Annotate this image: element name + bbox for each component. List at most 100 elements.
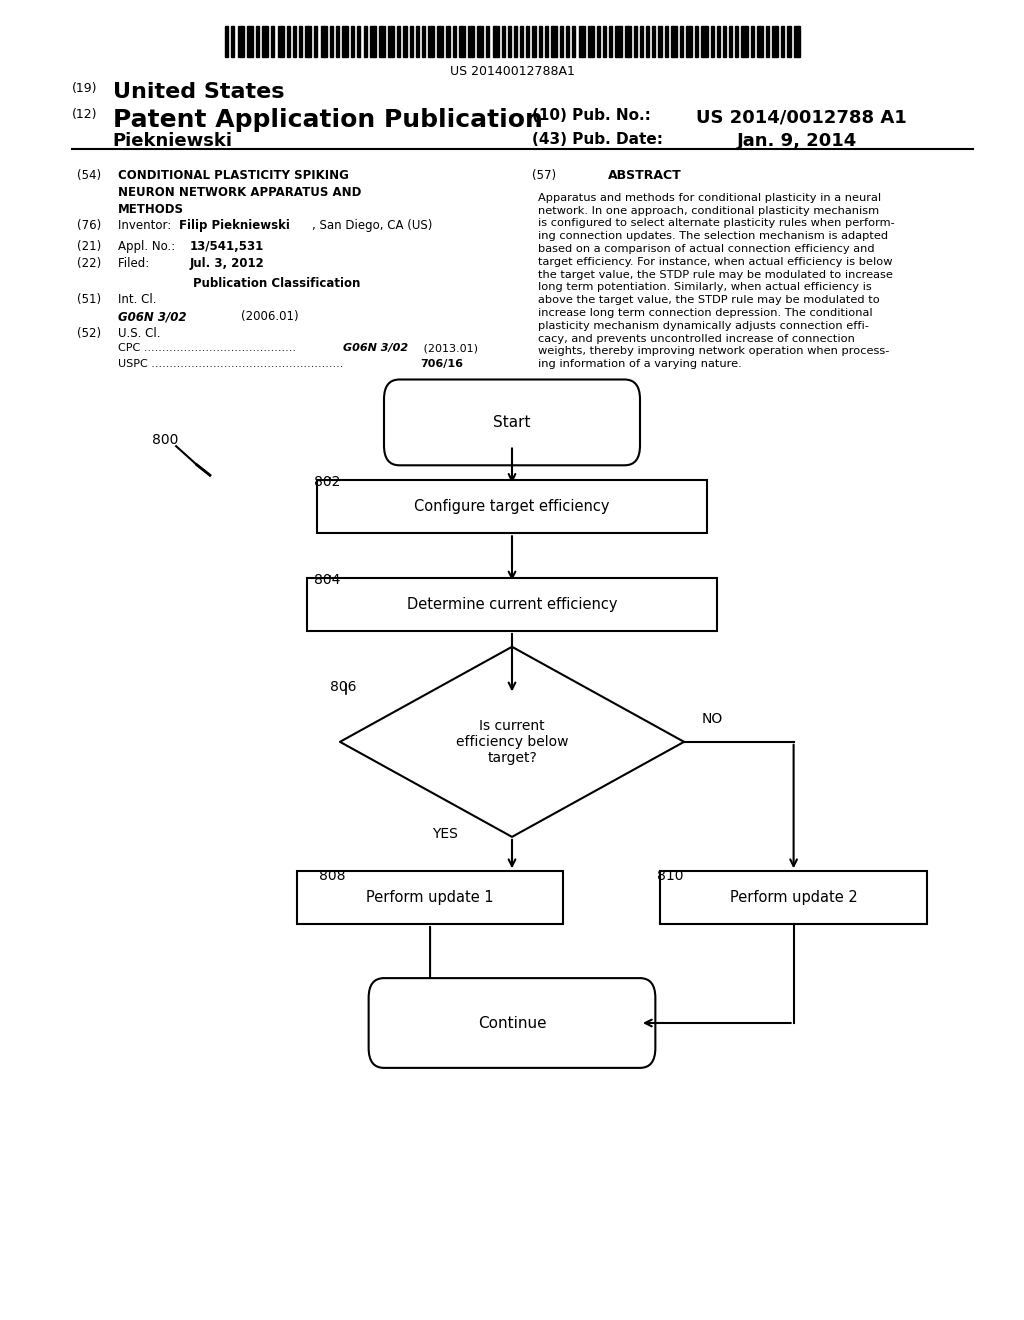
Bar [794,26,800,57]
Bar [468,26,474,57]
Bar [342,26,348,57]
Bar [532,26,536,57]
Bar [422,26,425,57]
Bar [566,26,569,57]
Bar [305,26,311,57]
Text: (54): (54) [77,169,101,182]
Text: G06N 3/02: G06N 3/02 [343,343,409,354]
Text: Perform update 1: Perform update 1 [367,890,494,906]
FancyBboxPatch shape [369,978,655,1068]
Bar [351,26,354,57]
Bar [701,26,708,57]
Bar [307,578,717,631]
Bar [502,26,505,57]
Bar [646,26,649,57]
Bar [336,26,339,57]
Bar [711,26,714,57]
Bar [603,26,606,57]
Text: US 20140012788A1: US 20140012788A1 [450,65,574,78]
Bar [514,26,517,57]
Bar [493,26,499,57]
Bar [695,26,698,57]
Bar [751,26,754,57]
Bar [735,26,738,57]
Bar [680,26,683,57]
Bar [297,871,563,924]
Bar [314,26,317,57]
Bar [781,26,784,57]
Bar [545,26,548,57]
Bar [772,26,778,57]
Bar [416,26,419,57]
Text: 804: 804 [314,573,341,587]
Bar [729,26,732,57]
Text: Appl. No.:: Appl. No.: [118,240,182,253]
Text: (76): (76) [77,219,101,232]
Text: (10) Pub. No.:: (10) Pub. No.: [532,108,651,123]
Text: U.S. Cl.: U.S. Cl. [118,327,161,341]
Text: Filed:: Filed: [118,257,179,271]
Bar [379,26,385,57]
Text: Publication Classification: Publication Classification [193,277,360,290]
Text: , San Diego, CA (US): , San Diego, CA (US) [312,219,433,232]
Bar [370,26,376,57]
Bar [486,26,489,57]
Bar [271,26,274,57]
Bar [609,26,612,57]
Text: Perform update 2: Perform update 2 [730,890,857,906]
Bar [717,26,720,57]
Bar [357,26,360,57]
Bar [652,26,655,57]
Bar [741,26,748,57]
Text: NO: NO [701,711,723,726]
Bar [330,26,333,57]
Text: 802: 802 [314,475,341,490]
Bar [686,26,692,57]
Bar [397,26,400,57]
Text: Is current
efficiency below
target?: Is current efficiency below target? [456,718,568,766]
Text: (2013.01): (2013.01) [420,343,478,354]
Bar [579,26,585,57]
Bar [293,26,296,57]
Bar [262,26,268,57]
Text: Determine current efficiency: Determine current efficiency [407,597,617,612]
Bar [660,871,927,924]
Bar [572,26,575,57]
Text: Filip Piekniewski: Filip Piekniewski [179,219,290,232]
Bar [321,26,327,57]
Text: Apparatus and methods for conditional plasticity in a neural
network. In one app: Apparatus and methods for conditional pl… [538,193,894,370]
Bar [403,26,407,57]
Text: 810: 810 [657,869,684,883]
Bar [766,26,769,57]
Bar [256,26,259,57]
Bar [231,26,234,57]
Text: (19): (19) [72,82,97,95]
Bar [588,26,594,57]
Text: (51): (51) [77,293,101,306]
Text: (12): (12) [72,108,97,121]
Text: CONDITIONAL PLASTICITY SPIKING
NEURON NETWORK APPARATUS AND
METHODS: CONDITIONAL PLASTICITY SPIKING NEURON NE… [118,169,361,216]
Text: Patent Application Publication: Patent Application Publication [113,108,543,132]
Text: 13/541,531: 13/541,531 [189,240,264,253]
Bar [287,26,290,57]
Bar [410,26,413,57]
Bar [508,26,511,57]
Text: 800: 800 [152,433,178,447]
Bar [364,26,367,57]
Bar [437,26,443,57]
Bar [317,480,707,533]
Text: Piekniewski: Piekniewski [113,132,232,150]
Text: ABSTRACT: ABSTRACT [608,169,682,182]
Bar [671,26,677,57]
Text: (22): (22) [77,257,101,271]
Bar [526,26,529,57]
Bar [453,26,456,57]
Bar [757,26,763,57]
Text: Continue: Continue [477,1015,547,1031]
Bar [278,26,284,57]
Bar [625,26,631,57]
Text: 806: 806 [330,680,356,694]
Text: Inventor:: Inventor: [118,219,182,232]
Bar [477,26,483,57]
Bar [551,26,557,57]
